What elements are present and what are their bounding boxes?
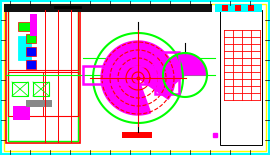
Bar <box>26 60 36 69</box>
Bar <box>235 5 241 11</box>
Bar <box>18 36 31 60</box>
Bar <box>4 4 212 12</box>
Bar <box>83 66 158 84</box>
Bar <box>13 106 30 120</box>
Bar <box>222 5 228 11</box>
Bar <box>220 10 262 145</box>
Bar <box>33 82 49 96</box>
Bar <box>26 47 36 56</box>
Bar <box>26 100 52 107</box>
Bar <box>248 5 254 11</box>
Bar <box>18 22 34 31</box>
Bar <box>8 72 43 116</box>
Bar <box>8 10 78 141</box>
Bar <box>122 132 152 138</box>
Polygon shape <box>164 54 206 89</box>
Bar <box>30 14 37 36</box>
Bar <box>12 82 28 96</box>
Bar <box>6 8 80 143</box>
Bar <box>8 10 78 70</box>
Polygon shape <box>101 41 175 115</box>
Bar <box>155 52 179 94</box>
Bar <box>215 4 262 12</box>
Bar <box>26 34 36 43</box>
Bar <box>8 72 78 116</box>
